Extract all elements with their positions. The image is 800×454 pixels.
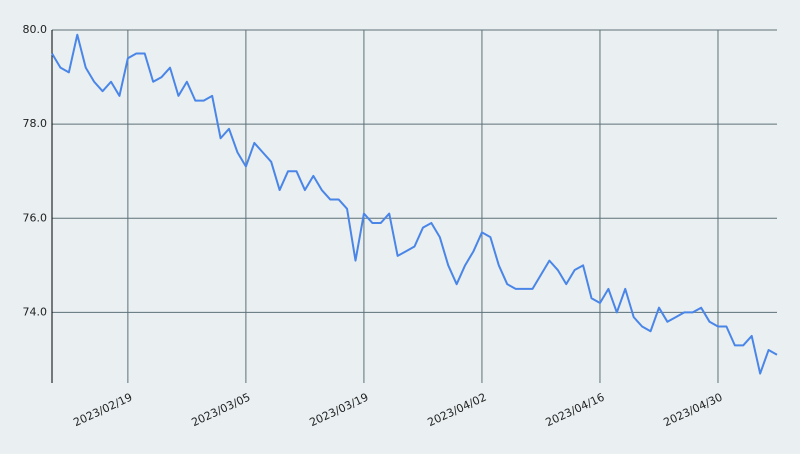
y-tick-label: 76.0	[23, 211, 48, 224]
y-tick-label: 74.0	[23, 305, 48, 318]
y-tick-label: 80.0	[23, 23, 48, 36]
line-series	[51, 33, 778, 375]
y-tick-label: 78.0	[23, 117, 48, 130]
